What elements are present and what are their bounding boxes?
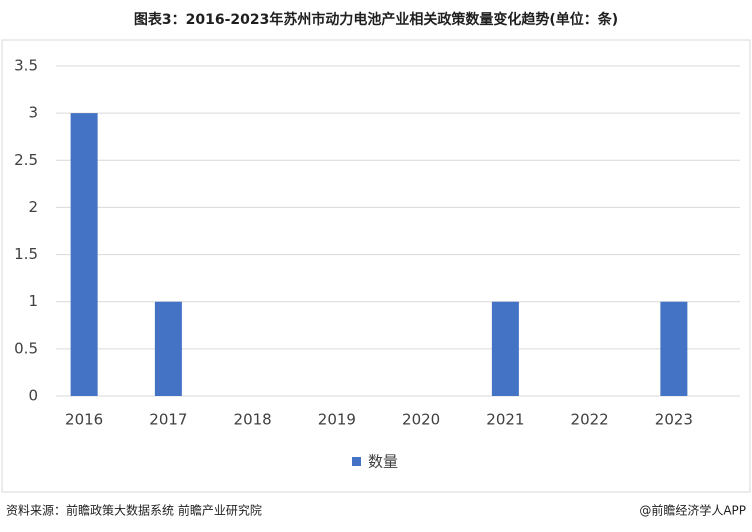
y-tick-label: 2 [28,198,38,216]
bar [660,301,688,396]
chart-frame [1,39,751,493]
x-tick-label: 2017 [149,411,187,429]
x-tick-label: 2019 [318,411,356,429]
y-tick-label: 1.5 [14,245,38,263]
legend-label: 数量 [368,453,398,471]
bar [70,113,98,397]
y-tick-label: 1 [28,292,38,310]
y-tick-label: 0 [28,387,38,405]
x-tick-label: 2016 [65,411,103,429]
bar [154,301,182,396]
y-tick-label: 3 [28,104,38,122]
x-tick-label: 2018 [234,411,272,429]
legend-swatch [352,457,361,466]
y-tick-label: 3.5 [14,57,38,75]
x-tick-label: 2023 [655,411,693,429]
source-note: 资料来源：前瞻政策大数据系统 前瞻产业研究院 [6,503,262,518]
y-tick-label: 0.5 [14,339,38,357]
chart-title: 图表3：2016-2023年苏州市动力电池产业相关政策数量变化趋势(单位：条) [134,11,618,28]
bar [491,301,519,396]
y-tick-label: 2.5 [14,151,38,169]
credit: @前瞻经济学人APP [639,503,746,518]
x-tick-label: 2022 [571,411,609,429]
x-tick-label: 2021 [486,411,524,429]
x-tick-label: 2020 [402,411,440,429]
